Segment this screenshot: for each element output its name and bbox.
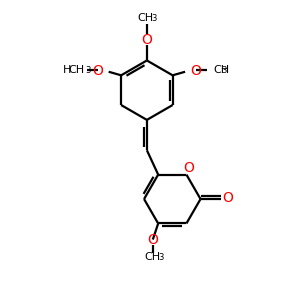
Text: O: O [222,190,233,205]
Text: CH: CH [144,252,160,262]
Text: O: O [147,232,158,247]
Text: CH: CH [68,65,85,75]
Text: H: H [63,65,71,75]
Text: O: O [190,64,201,78]
Text: 3: 3 [221,66,226,75]
Text: 3: 3 [152,14,157,23]
Text: 3: 3 [85,66,90,75]
Text: CH: CH [137,13,154,23]
Text: CH: CH [213,65,230,75]
Text: 3: 3 [158,254,164,262]
Text: O: O [92,64,103,78]
Text: O: O [183,161,194,175]
Text: O: O [141,33,152,46]
